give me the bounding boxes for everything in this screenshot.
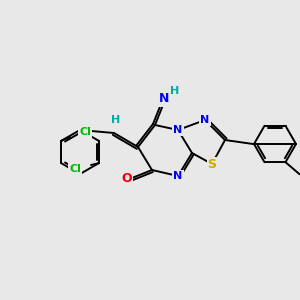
- Text: N: N: [159, 92, 169, 106]
- Text: S: S: [208, 158, 217, 170]
- Text: O: O: [122, 172, 132, 184]
- Text: N: N: [200, 115, 210, 125]
- Text: H: H: [170, 86, 180, 96]
- Text: H: H: [111, 115, 121, 125]
- Text: N: N: [173, 125, 183, 135]
- Text: Cl: Cl: [79, 127, 91, 137]
- Text: Cl: Cl: [69, 164, 81, 174]
- Text: N: N: [173, 171, 183, 181]
